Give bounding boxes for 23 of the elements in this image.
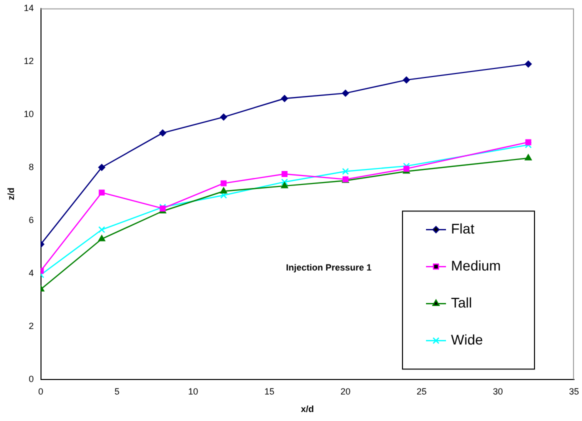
y-tick-label: 6: [28, 214, 34, 225]
x-tick-label: 15: [264, 386, 274, 396]
x-tick-label: 20: [340, 386, 350, 396]
x-tick-label: 35: [568, 386, 579, 396]
x-tick-label: 25: [416, 386, 427, 396]
y-tick-label: 8: [28, 162, 34, 172]
x-tick-label: 30: [492, 386, 503, 396]
y-tick-label: 4: [28, 268, 34, 278]
legend-label: Wide: [450, 331, 484, 348]
y-tick-label: 10: [24, 108, 34, 119]
y-tick-label: 14: [24, 2, 34, 13]
y-axis-title: z/d: [6, 188, 16, 200]
legend-label: Flat: [450, 220, 474, 236]
x-tick-label: 0: [38, 386, 44, 396]
x-axis-title: x/d: [300, 404, 314, 414]
y-tick-label: 0: [28, 374, 34, 384]
annotation: Injection Pressure 1: [286, 262, 372, 273]
x-tick-label: 5: [114, 386, 120, 396]
y-tick-label: 2: [28, 320, 34, 331]
x-tick-label: 10: [188, 386, 198, 396]
legend-label: Tall: [450, 294, 472, 310]
y-tick-label: 12: [24, 56, 34, 66]
legend-label: Medium: [450, 257, 501, 274]
